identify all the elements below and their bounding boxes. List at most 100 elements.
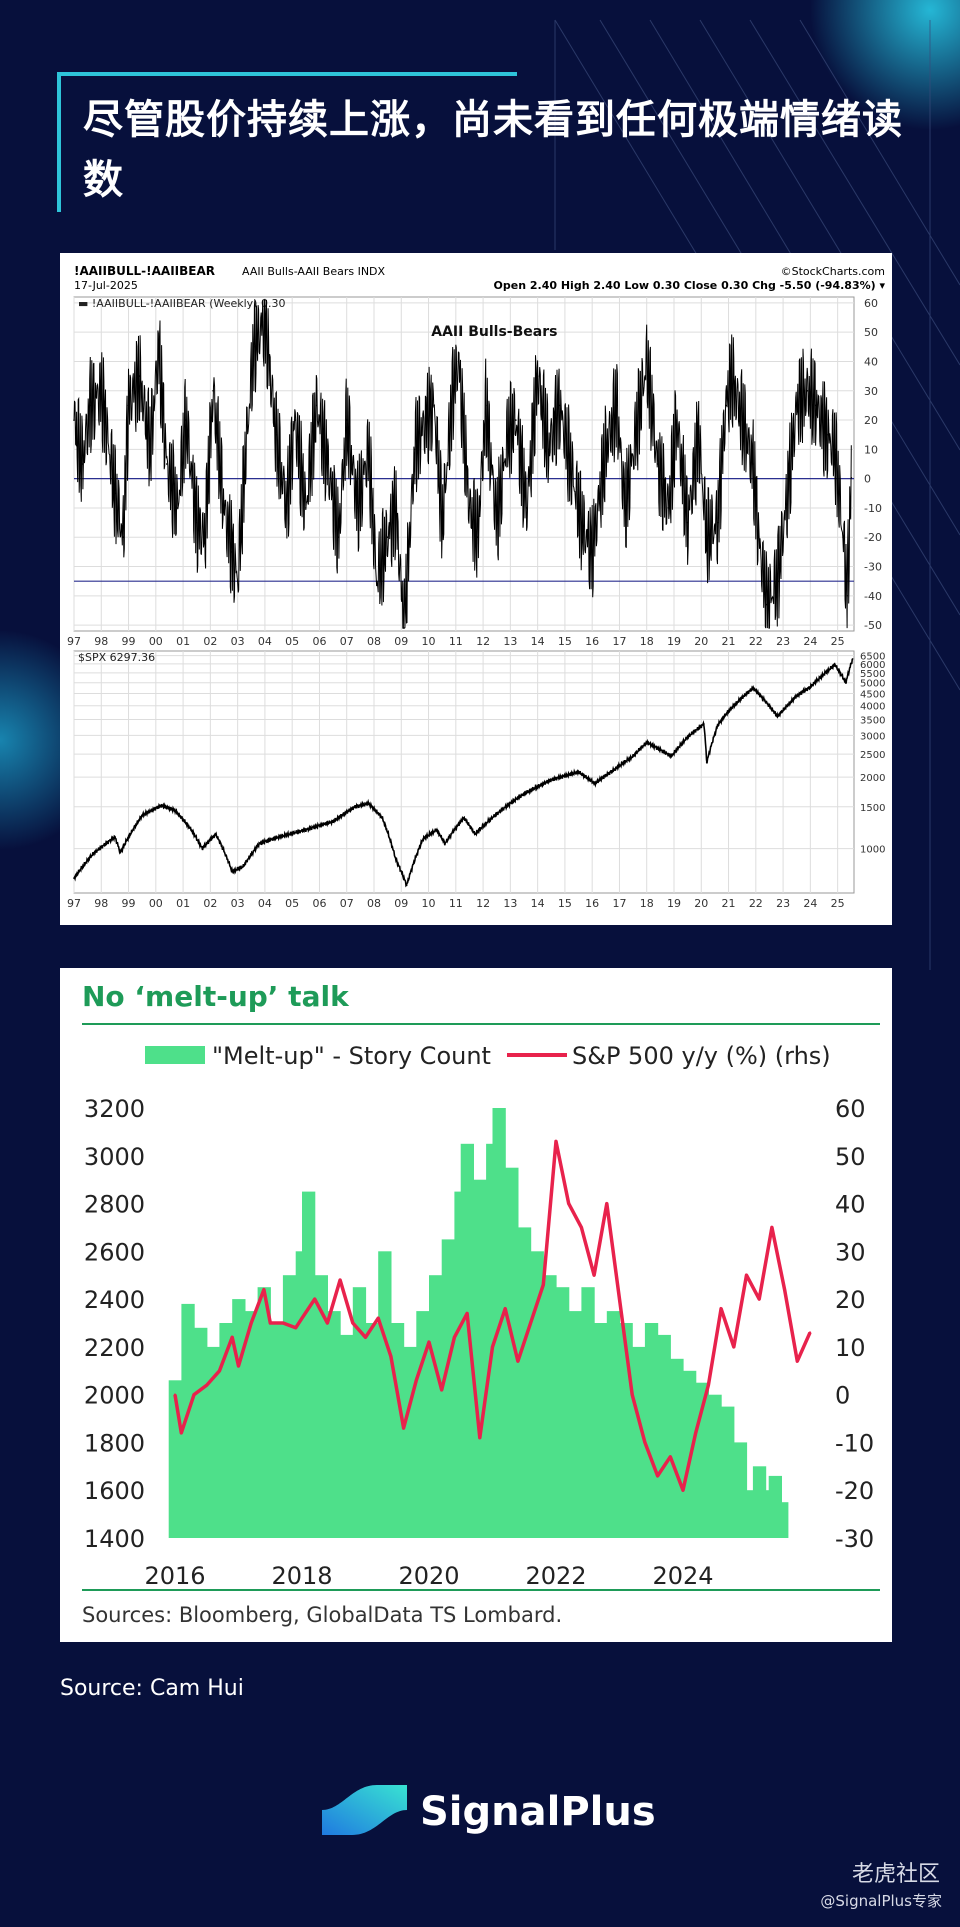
- chart3-line-point: [516, 1360, 520, 1363]
- chart1-data-point: [834, 448, 836, 451]
- chart3-y-right-tick: 0: [835, 1382, 850, 1410]
- chart1-data-point: [441, 521, 444, 524]
- headline-box: 尽管股价持续上涨，尚未看到任何极端情绪读数: [57, 72, 917, 212]
- chart2-data-point: [114, 836, 116, 838]
- chart1-data-point: [716, 521, 719, 524]
- chart2-data-point: [258, 842, 261, 845]
- chart1-data-point: [842, 536, 844, 538]
- chart1-data-point: [457, 360, 460, 363]
- chart1-data-point: [195, 521, 198, 524]
- chart2-x-tick: 22: [749, 897, 763, 910]
- chart2-y-tick: 6000: [860, 660, 885, 671]
- chart1-x-tick: 04: [258, 635, 272, 648]
- chart3-line-point: [294, 1326, 297, 1329]
- chart3-y-left-tick: 1400: [84, 1525, 145, 1553]
- chart1-data-point: [591, 551, 593, 553]
- chart3-bar: [390, 1323, 405, 1538]
- chart1-x-tick: 01: [176, 635, 190, 648]
- chart1-x-tick: 19: [667, 635, 681, 648]
- chart3-line-point: [205, 1383, 208, 1387]
- chart1-data-point: [547, 448, 550, 451]
- chart2-legend: $SPX 6297.36: [78, 651, 155, 664]
- chart2-data-point: [752, 687, 754, 689]
- chart3-y-right-tick: 20: [835, 1286, 866, 1314]
- chart3-bar: [314, 1275, 328, 1538]
- chart2-data-point: [242, 865, 244, 868]
- chart3-line-point: [364, 1336, 367, 1339]
- chart2-data-point: [215, 833, 217, 835]
- chart1-data-point: [815, 404, 817, 407]
- chart3-bar: [556, 1287, 570, 1538]
- chart2-data-point: [277, 836, 280, 838]
- chart2-data-point: [422, 838, 424, 840]
- chart1-data-point: [425, 419, 427, 421]
- chart1-data-point: [326, 463, 329, 465]
- chart1-data-point: [558, 404, 561, 407]
- chart1-data-point: [305, 507, 307, 509]
- chart1-provider: ©StockCharts.com: [781, 265, 885, 278]
- chart1-series-line: [73, 299, 852, 629]
- chart3-line-point: [529, 1321, 532, 1325]
- chart1-y-tick: 0: [864, 473, 871, 486]
- chart3-line-point: [681, 1489, 685, 1492]
- chart3-bar: [244, 1311, 259, 1538]
- chart3-line-point: [478, 1436, 481, 1439]
- chart1-data-point: [635, 433, 637, 436]
- chart1-data-point: [138, 375, 141, 377]
- chart1-data-point: [264, 316, 266, 319]
- chart1-data-point: [776, 580, 779, 582]
- chart3-line-point: [173, 1393, 177, 1396]
- chart3-y-right-tick: 10: [835, 1334, 866, 1362]
- chart3-bar: [670, 1358, 684, 1538]
- chart3-line-point: [707, 1383, 710, 1387]
- chart3-bar: [270, 1323, 284, 1538]
- chart1-y-tick: 30: [864, 385, 878, 398]
- chart2-data-point: [474, 833, 476, 835]
- chart3-bar: [441, 1239, 455, 1538]
- chart1-data-point: [367, 448, 370, 451]
- chart1-data-point: [452, 390, 454, 392]
- chart3-y-left-tick: 2000: [84, 1382, 145, 1410]
- chart3-bar: [181, 1303, 195, 1538]
- aaii-bulls-bears-plot: 97 98 99 00 01 02 03 04 05 06 07 08 09 10 11 12 13 14 15 16…: [67, 296, 882, 648]
- chart3-line-point: [694, 1431, 697, 1435]
- chart1-x-tick: 17: [612, 635, 626, 648]
- chart2-data-point: [727, 710, 730, 712]
- chart3-line-point: [656, 1474, 659, 1478]
- chart3-line-point: [745, 1274, 748, 1277]
- chart3-line-point: [427, 1340, 431, 1344]
- chart1-data-point: [615, 404, 618, 407]
- chart2-data-point: [332, 820, 334, 823]
- chart2-x-tick: 03: [231, 897, 245, 910]
- chart3-y-left-tick: 2200: [84, 1334, 145, 1362]
- chart3-bar: [581, 1287, 595, 1538]
- chart3-y-left-tick: 2400: [84, 1286, 145, 1314]
- chart3-line-point: [231, 1336, 234, 1339]
- chart3-bar: [543, 1275, 557, 1538]
- chart3-line-point: [313, 1297, 316, 1301]
- chart1-data-point: [253, 346, 255, 348]
- chart3-line-point: [643, 1441, 647, 1444]
- chart3-line-point: [491, 1345, 494, 1349]
- chart3-line-point: [402, 1426, 405, 1430]
- chart2-data-point: [613, 768, 615, 771]
- chart1-data-point: [765, 603, 768, 606]
- chart1-data-point: [345, 419, 348, 421]
- chart2-y-tick: 5500: [860, 669, 885, 680]
- chart2-y-tick: 1500: [860, 803, 885, 814]
- chart1-data-point: [468, 507, 471, 509]
- chart1-x-tick: 10: [422, 635, 436, 648]
- chart1-y-tick: 10: [864, 443, 878, 456]
- chart2-data-point: [201, 847, 203, 850]
- watermark-handle: @SignalPlus专家: [820, 1892, 942, 1910]
- chart2-x-tick: 01: [176, 897, 190, 910]
- chart2-data-point: [523, 793, 525, 795]
- chart1-y-tick: -10: [864, 502, 882, 515]
- chart3-x-tick: 2018: [271, 1562, 332, 1590]
- chart1-data-point: [285, 507, 288, 509]
- chart1-x-tick: 03: [231, 635, 245, 648]
- spx-plot: 97 98 99 00 01 02 03 04 05 06 07 08 09 10 11 12 13 14 15 16…: [67, 650, 885, 910]
- chart2-data-point: [632, 755, 634, 757]
- chart3-line-point: [719, 1307, 723, 1310]
- chart3-bar: [505, 1167, 519, 1538]
